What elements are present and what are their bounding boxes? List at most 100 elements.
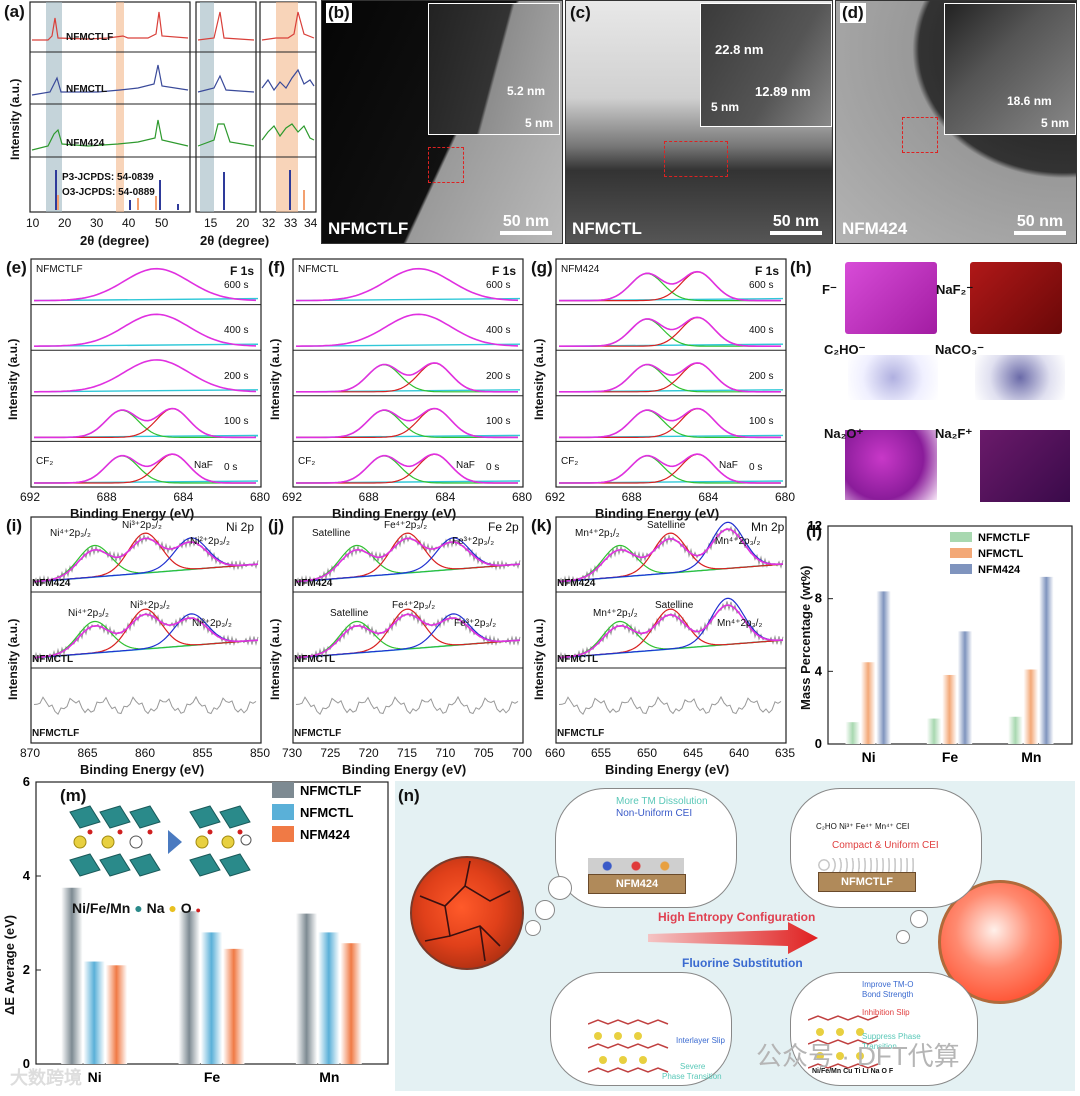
time-label: 400 s [749,325,774,337]
xps-tick: 640 [729,746,750,760]
zoom-box [428,147,464,183]
xps-f-ylabel-2: Intensity (a.u.) [268,338,282,420]
zoom-box [902,117,938,153]
xps-tick: 855 [192,746,213,760]
sample-label: NFMCTLF [36,264,83,275]
thickness-label-2: 12.89 nm [755,84,811,99]
naf-label: NaF [719,460,738,471]
naf-label: NaF [194,460,213,471]
xps-f-plot [555,258,787,488]
bar-nfmctlf-mn [1008,716,1023,744]
sample-label: NFMCTLF [557,728,605,739]
thickness-label-1: 22.8 nm [715,42,764,57]
compact-text: Compact & Uniform CEI [832,840,939,851]
scale-bar: 50 nm [1014,213,1066,237]
xps-tick: 688 [358,490,379,504]
species-label: C₂HO⁻ [824,342,866,357]
xps-f-plot [30,258,262,488]
sample-label: NFM424 [561,264,600,275]
xps-tick: 715 [397,746,418,760]
core-label: F 1s [755,264,780,278]
tof-cube-na2o [845,430,937,500]
bond-text: Bond Strength [862,990,914,999]
xps-tm-ylabel-3: Intensity (a.u.) [532,618,546,700]
bar-nfm424-ni [105,965,128,1064]
tem-name: NFMCTL [572,219,642,238]
xrd-plot [29,1,317,213]
xps-tick: 692 [545,490,566,504]
xrd-label-nfmctl: NFMCTL [66,84,108,95]
scale-text: 50 nm [1016,213,1064,230]
tem-name: NFMCTLF [328,219,409,238]
tem-image-b: (b) 5.2 nm 5 nm NFMCTLF 50 nm [321,0,563,244]
xps-tick: 645 [683,746,704,760]
sample-label: NFMCTLF [294,728,342,739]
crack-lines [419,860,511,962]
sample-label: NFM424 [294,578,333,589]
peak-label: Fe³⁺2p₃/₂ [454,618,497,629]
suppress-text: Suppress Phase [862,1032,921,1041]
cloud-dot [548,876,572,900]
watermark-left: 大数跨境 [10,1068,82,1088]
peak-label: Fe⁴⁺2p₃/₂ [384,520,428,531]
sample-label: NFMCTL [294,654,336,665]
y-tick-label: 2 [23,962,30,977]
xrd-tick: 15 [204,216,218,230]
x-tick-label: Mn [1021,749,1041,765]
legend-label: NFM424 [978,564,1021,576]
cf2-label: CF₂ [36,456,54,467]
inset-scale: 5 nm [711,100,740,114]
interlayer-text: Interlayer Slip [676,1036,725,1045]
time-label: 100 s [749,416,774,428]
xrd-xlabel-2: 2θ (degree) [200,233,270,248]
cloud-slip [550,972,732,1086]
fluorine-text: Fluorine Substitution [682,956,803,970]
inset-scale: 5 nm [1040,116,1069,130]
legend-swatch [272,782,294,798]
peak-label: Fe⁴⁺2p₃/₂ [392,600,436,611]
legend-label: NFMCTLF [978,532,1030,544]
scale-text: 50 nm [502,213,550,230]
xrd-tick: 30 [90,216,104,230]
species-label: NaCO₃⁻ [935,342,984,357]
species-legend: C₂HO Ni³⁺ Fe⁴⁺ Mn⁴⁺ CEI [816,822,910,831]
panel-label: (j) [268,516,285,535]
xps-tick: 688 [621,490,642,504]
xrd-tick: 20 [236,216,250,230]
peak-label: Satelline [655,600,694,611]
xps-tick: 635 [775,746,796,760]
legend-swatch [950,532,972,542]
tof-cube-na2f [980,430,1070,502]
xps-tick: 655 [591,746,612,760]
time-label: 0 s [224,462,238,473]
naf-label: NaF [456,460,475,471]
xps-tick: 692 [20,490,41,504]
peak-label: Mn⁴⁺2p₁/₂ [575,528,620,539]
xps-tick: 700 [512,746,533,760]
tem-name: NFM424 [842,219,908,238]
layered-structure-left [588,1019,669,1073]
panel-b-label: (b) [326,3,352,23]
bar-nfmctl-ni [83,961,105,1064]
y-tick-label: 8 [815,591,822,606]
atoms-legend-tm: Ni/Fe/Mn [72,900,131,916]
peak-label: Ni³⁺2p₃/₂ [130,600,170,611]
xps-tick: 692 [282,490,303,504]
inhibition-text: Inhibition Slip [862,1008,910,1017]
xps-f-ylabel-3: Intensity (a.u.) [532,338,546,420]
panel-d-label: (d) [840,3,866,23]
time-label: 400 s [224,325,249,337]
species-label: Na₂F⁺ [935,426,973,441]
xrd-tick: 40 [122,216,136,230]
xps-tick: 688 [96,490,117,504]
bar-nfmctlf-ni [61,887,83,1064]
time-label: 100 s [486,416,511,428]
bar-nfm424-ni [876,591,891,744]
severe-text: Severe [680,1062,706,1071]
time-label: 0 s [749,462,763,473]
tem-inset-c: 22.8 nm 12.89 nm 5 nm [700,3,832,127]
y-tick-label: 6 [23,776,30,789]
bar-nfmctl-fe [942,674,957,744]
sample-label: NFMCTL [32,654,74,665]
cei-particles-uniform [818,858,914,872]
